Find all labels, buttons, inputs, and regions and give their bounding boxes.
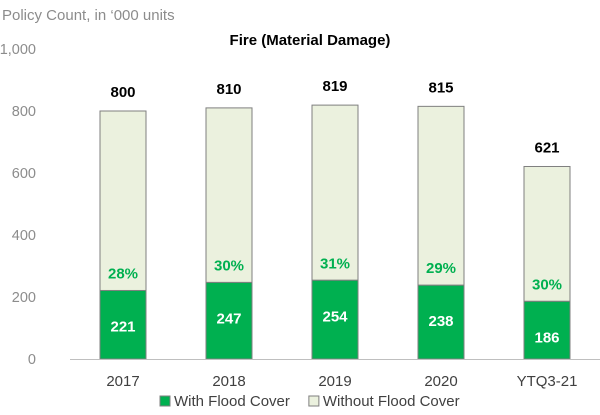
legend-swatch [159,395,171,407]
bar-without-flood-cover [417,105,465,286]
y-tick-label: 1,000 [0,42,36,58]
legend: With Flood Cover Without Flood Cover [159,393,460,410]
data-label-percent: 31% [320,255,350,272]
bar-with-flood-cover [99,289,147,360]
x-tick-label: 2019 [318,373,351,390]
legend-swatch [308,395,320,407]
bar-with-flood-cover [311,279,359,360]
data-label-total: 815 [428,79,453,96]
x-tick-label: YTQ3-21 [517,373,578,390]
data-label-total: 800 [110,84,135,101]
y-tick-label: 0 [28,352,36,368]
chart-title: Fire (Material Damage) [230,32,391,49]
bar-with-flood-cover [523,300,571,360]
data-label-with-flood: 238 [428,313,453,330]
data-label-percent: 28% [108,265,138,282]
y-tick-label: 800 [12,104,36,120]
x-tick-label: 2020 [424,373,457,390]
data-label-percent: 30% [214,257,244,274]
plot-area: 221 28% 800 247 30% 810 254 31% 819 238 29% 815 186 3… [99,78,571,360]
data-label-with-flood: 247 [216,310,241,327]
x-axis: 2017 2018 2019 2020 YTQ3-21 [106,373,577,390]
bar-without-flood-cover [205,107,253,283]
bar-with-flood-cover [205,281,253,360]
y-tick-label: 400 [12,228,36,244]
y-axis-label: Policy Count, in ‘000 units [2,7,175,24]
data-label-with-flood: 186 [534,329,559,346]
y-tick-label: 600 [12,166,36,182]
y-tick-label: 200 [12,290,36,306]
data-label-with-flood: 254 [322,308,348,325]
data-label-total: 621 [534,139,559,156]
data-label-with-flood: 221 [110,318,135,335]
bar-without-flood-cover [99,110,147,291]
data-label-total: 819 [322,78,347,95]
x-tick-label: 2017 [106,373,139,390]
bar-with-flood-cover [417,284,465,360]
data-label-total: 810 [216,81,241,98]
legend-label: With Flood Cover [174,393,290,410]
y-axis: 0 200 400 600 800 1,000 [0,42,36,368]
x-tick-label: 2018 [212,373,245,390]
data-label-percent: 29% [426,260,456,277]
legend-label: Without Flood Cover [323,393,460,410]
bar-without-flood-cover [311,104,359,281]
data-label-percent: 30% [532,276,562,293]
